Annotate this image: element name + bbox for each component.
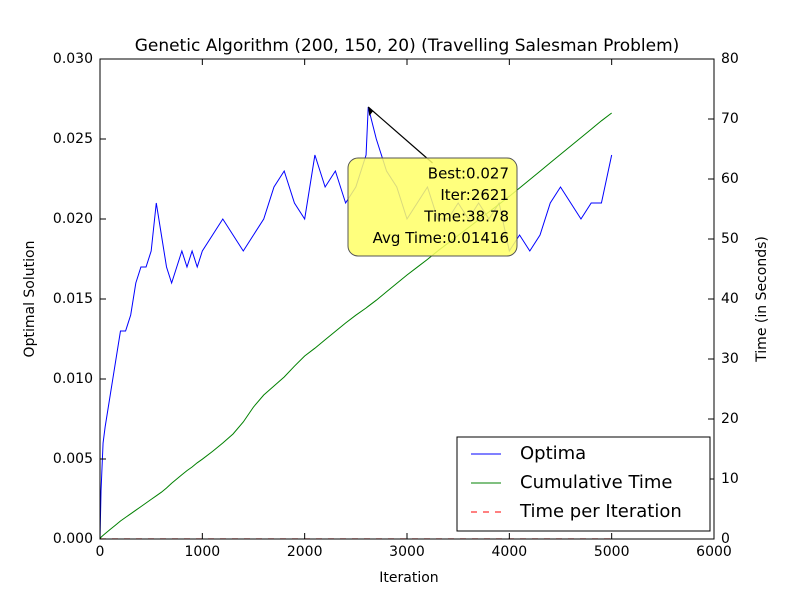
legend-box [456,436,711,532]
y-tick-label: 0.005 [53,451,93,467]
legend-label: Time per Iteration [519,501,682,522]
x-tick-label: 6000 [696,544,732,560]
y2-tick-label: 50 [721,231,739,247]
y2-tick-label: 40 [721,291,739,307]
y2-tick-label: 60 [721,171,739,187]
x-tick-label: 5000 [594,544,630,560]
y2-tick-label: 10 [721,471,739,487]
arrow-head [368,107,374,116]
annotation-box [347,157,518,257]
y-tick-label: 0.030 [53,51,93,67]
legend-label: Optima [520,443,586,464]
annotation-text: Avg Time:0.01416 [373,229,509,247]
y-axis-label: Optimal Solution [22,241,38,358]
annotation-arrow [367,106,433,164]
y-tick-label: 0.010 [53,371,93,387]
y2-tick-label: 80 [721,51,739,67]
y-tick-label: 0.000 [53,531,93,547]
x-tick-label: 2000 [287,544,323,560]
y-tick-label: 0.015 [53,291,93,307]
x-tick-label: 1000 [185,544,221,560]
annotation-text: Best:0.027 [428,165,509,183]
y-tick-label: 0.025 [53,131,93,147]
y2-tick-label: 30 [721,351,739,367]
annotation-text: Iter:2621 [440,186,509,204]
legend-label: Cumulative Time [520,472,673,493]
x-axis-label: Iteration [379,570,438,586]
y2-axis-label: Time (in Seconds) [754,236,770,363]
y-tick-label: 0.020 [53,211,93,227]
annotation-text: Time:38.78 [423,208,509,226]
x-tick-label: 4000 [492,544,528,560]
chart-title: Genetic Algorithm (200, 150, 20) (Travel… [135,36,680,56]
y2-tick-label: 0 [721,531,730,547]
y2-tick-label: 20 [721,411,739,427]
x-tick-label: 0 [96,544,105,560]
y2-tick-label: 70 [721,111,739,127]
x-tick-label: 3000 [389,544,425,560]
